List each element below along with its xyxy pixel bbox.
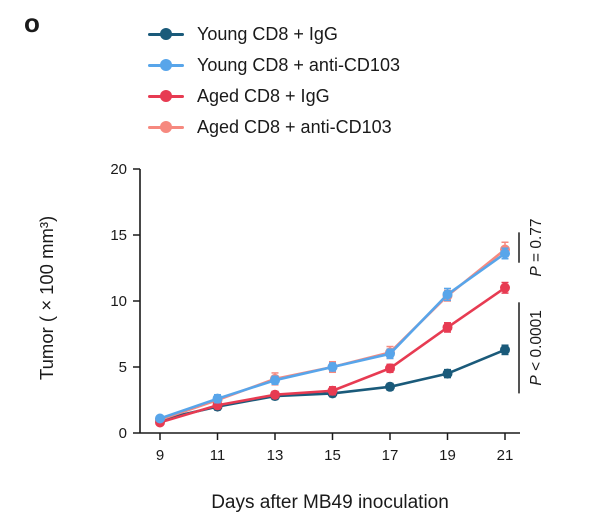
x-axis-label: Days after MB49 inoculation <box>211 492 449 513</box>
data-point <box>270 389 280 400</box>
data-point <box>385 381 395 392</box>
panel-label: o <box>24 8 40 38</box>
data-point <box>500 282 510 293</box>
y-tick-label: 5 <box>119 359 127 376</box>
x-tick-label: 15 <box>324 447 341 464</box>
series-aged-cd8-igg <box>155 281 510 428</box>
y-tick-label: 20 <box>110 161 127 178</box>
tumor-growth-chart: 0 5 10 15 20 9 11 13 15 17 19 21 P = 0.77 P < 0.0001 <box>110 161 545 464</box>
series-young-cd8-anti-cd103 <box>155 247 510 424</box>
p-value-label: P < 0.0001 <box>528 310 545 385</box>
legend-marker-icon <box>148 121 184 133</box>
legend-item: Young CD8 + anti-CD103 <box>148 53 400 77</box>
p-value-label: P = 0.77 <box>528 218 545 276</box>
data-point <box>442 322 453 333</box>
data-point <box>327 385 338 396</box>
data-point <box>500 344 510 355</box>
legend-item: Young CD8 + IgG <box>148 22 400 46</box>
x-tick-label: 9 <box>156 447 164 464</box>
legend-item-label: Young CD8 + IgG <box>197 23 338 44</box>
data-point <box>500 248 510 259</box>
y-tick-label: 10 <box>110 293 127 310</box>
legend: Young CD8 + IgG Young CD8 + anti-CD103 Age… <box>148 22 400 139</box>
legend-item-label: Aged CD8 + anti-CD103 <box>197 116 392 137</box>
x-tick-label: 21 <box>497 447 514 464</box>
data-point <box>442 368 453 379</box>
data-point <box>442 289 453 300</box>
y-axis-label: Tumor (×100 mm³) <box>36 215 57 380</box>
data-point <box>327 362 338 372</box>
y-tick-label: 0 <box>119 425 127 442</box>
series-young-cd8-igg <box>155 344 510 425</box>
data-point <box>270 375 280 386</box>
data-point <box>385 348 395 359</box>
legend-item-label: Young CD8 + anti-CD103 <box>197 54 400 75</box>
x-tick-label: 19 <box>439 447 456 464</box>
legend-marker-icon <box>148 28 184 40</box>
legend-item: Aged CD8 + anti-CD103 <box>148 115 400 139</box>
legend-item-label: Aged CD8 + IgG <box>197 85 330 106</box>
x-tick-label: 17 <box>382 447 399 464</box>
legend-marker-icon <box>148 59 184 71</box>
data-point <box>155 413 165 424</box>
legend-marker-icon <box>148 90 184 102</box>
data-point <box>212 393 223 404</box>
x-tick-label: 13 <box>267 447 284 464</box>
y-tick-label: 15 <box>110 227 127 244</box>
series-line <box>158 348 507 422</box>
data-point <box>385 363 395 374</box>
legend-item: Aged CD8 + IgG <box>148 84 400 108</box>
x-tick-label: 11 <box>210 447 226 464</box>
